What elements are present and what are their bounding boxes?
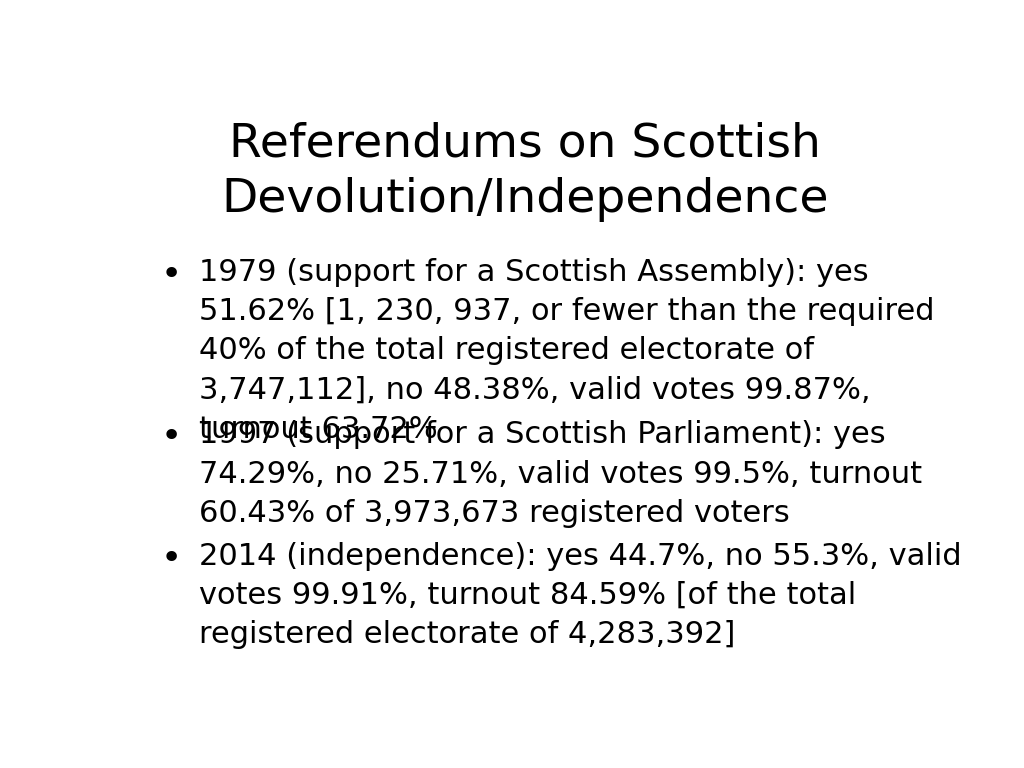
Text: •: • bbox=[161, 258, 182, 292]
Text: 2014 (independence): yes 44.7%, no 55.3%, valid
votes 99.91%, turnout 84.59% [of: 2014 (independence): yes 44.7%, no 55.3%… bbox=[200, 541, 963, 649]
Text: 1979 (support for a Scottish Assembly): yes
51.62% [1, 230, 937, or fewer than t: 1979 (support for a Scottish Assembly): … bbox=[200, 258, 935, 444]
Text: 1997 (support for a Scottish Parliament): yes
74.29%, no 25.71%, valid votes 99.: 1997 (support for a Scottish Parliament)… bbox=[200, 420, 923, 528]
Text: Referendums on Scottish
Devolution/Independence: Referendums on Scottish Devolution/Indep… bbox=[221, 121, 828, 222]
Text: •: • bbox=[161, 420, 182, 455]
Text: •: • bbox=[161, 541, 182, 575]
